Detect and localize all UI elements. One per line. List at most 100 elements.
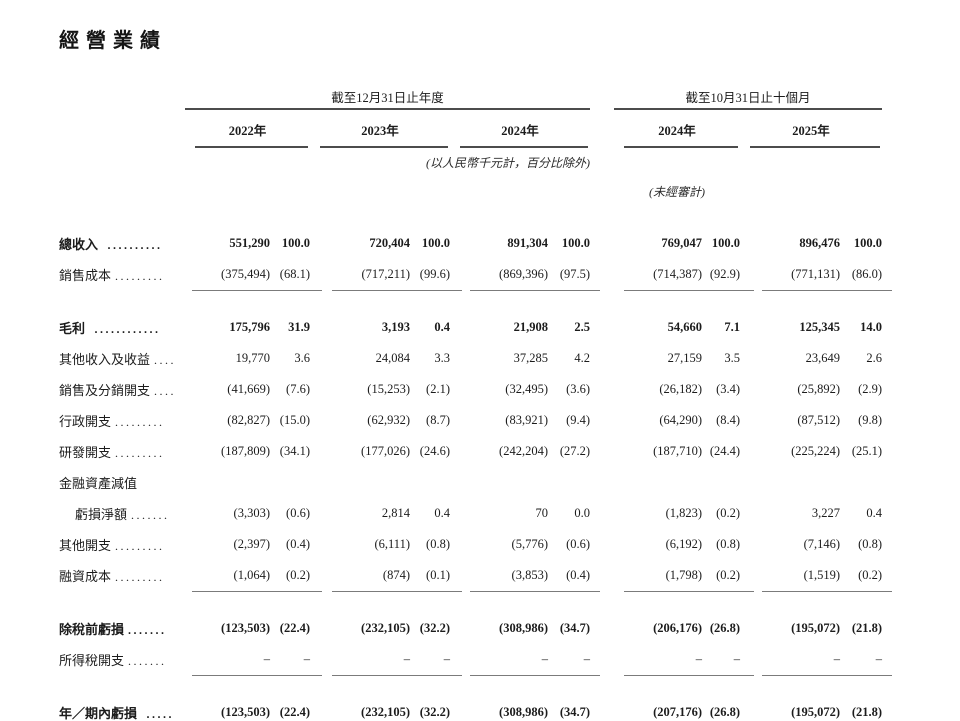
column-rule bbox=[548, 591, 600, 592]
amount-cell bbox=[450, 467, 548, 498]
percent-cell: 100.0 bbox=[561, 236, 591, 250]
row-label: 銷售成本......... bbox=[59, 259, 185, 290]
column-rule bbox=[332, 675, 410, 676]
group-spacer bbox=[590, 176, 614, 206]
row-label-text: 年／期內虧損 bbox=[59, 706, 138, 721]
empty-cell bbox=[59, 176, 185, 206]
amount-cell: (308,986) bbox=[499, 621, 548, 635]
amount-cell: 54,660 bbox=[667, 320, 703, 334]
year-label: 2024年 bbox=[501, 123, 539, 138]
year-header-10m-2025: 2025年 bbox=[740, 109, 882, 148]
percent-cell: 0.4 bbox=[866, 506, 883, 520]
percent-cell: (68.1) bbox=[279, 267, 310, 281]
percent-cell: (26.8) bbox=[709, 705, 741, 719]
percent-cell: (15.0) bbox=[279, 413, 310, 427]
amount-cell: (207,176) bbox=[653, 705, 703, 719]
column-rule bbox=[410, 290, 462, 291]
group-spacer bbox=[590, 467, 614, 498]
amount-cell: (375,494) bbox=[221, 267, 270, 281]
row-label: 毛利 ............ bbox=[59, 303, 185, 343]
amount-cell: 3,193 bbox=[381, 320, 410, 334]
percent-cell bbox=[270, 467, 310, 498]
year-underline bbox=[460, 146, 589, 148]
percent-cell: (27.2) bbox=[559, 444, 591, 458]
amount-cell: (6,192) bbox=[665, 537, 703, 551]
amount-cell: (7,146) bbox=[803, 537, 841, 551]
group-spacer bbox=[590, 436, 614, 467]
year-underline bbox=[624, 146, 739, 148]
amount-cell: (225,224) bbox=[791, 444, 841, 458]
percent-cell: (0.1) bbox=[426, 568, 450, 582]
column-rule bbox=[270, 591, 322, 592]
column-rule bbox=[702, 675, 755, 676]
row-label-text: 毛利 bbox=[59, 321, 86, 336]
rule-row bbox=[59, 675, 893, 688]
amount-cell: (32,495) bbox=[505, 382, 548, 396]
amount-cell: (64,290) bbox=[659, 413, 703, 427]
percent-cell: (22.4) bbox=[279, 705, 310, 719]
group-spacer bbox=[590, 303, 614, 343]
column-rule bbox=[470, 675, 548, 676]
year-label: 2024年 bbox=[658, 123, 696, 138]
amount-cell: (206,176) bbox=[653, 621, 703, 635]
rule-cell bbox=[740, 675, 841, 688]
percent-cell: 0.4 bbox=[434, 506, 450, 520]
column-rule bbox=[840, 591, 893, 592]
rule-cell bbox=[614, 675, 703, 688]
amount-cell: (25,892) bbox=[797, 382, 841, 396]
amount-cell: 891,304 bbox=[507, 236, 548, 250]
unaudited-note: (未經審計) bbox=[649, 184, 706, 199]
row-label-text: 所得稅開支 bbox=[59, 653, 125, 668]
amount-cell: (3,853) bbox=[511, 568, 548, 582]
table-row: 除稅前虧損....... (123,503) (22.4) (232,105) (32.… bbox=[59, 604, 882, 644]
amount-cell: (232,105) bbox=[361, 705, 410, 719]
empty-cell bbox=[614, 148, 882, 176]
column-rule bbox=[624, 675, 703, 676]
percent-cell: (3.6) bbox=[566, 382, 591, 396]
amount-cell: (26,182) bbox=[659, 382, 703, 396]
percent-cell bbox=[548, 467, 590, 498]
row-label: 除稅前虧損....... bbox=[59, 604, 185, 644]
percent-cell: (0.2) bbox=[716, 506, 741, 520]
table-row: 研發開支......... (187,809) (34.1) (177,026) (24… bbox=[59, 436, 882, 467]
group-spacer bbox=[590, 688, 614, 721]
amount-cell: (62,932) bbox=[367, 413, 410, 427]
group-spacer bbox=[590, 259, 614, 290]
empty-cell bbox=[59, 84, 185, 109]
percent-cell bbox=[702, 467, 740, 498]
rule-cell bbox=[548, 675, 600, 688]
amount-cell: 125,345 bbox=[799, 320, 841, 334]
dot-leader: ......... bbox=[115, 539, 165, 553]
amount-cell: (1,798) bbox=[665, 568, 703, 582]
percent-cell: (86.0) bbox=[851, 267, 883, 281]
row-label: 所得稅開支....... bbox=[59, 644, 185, 675]
group-spacer bbox=[590, 644, 614, 675]
rule-cell bbox=[548, 290, 600, 303]
column-rule bbox=[410, 591, 462, 592]
row-label: 年／期內虧損 ..... bbox=[59, 688, 185, 721]
column-rule bbox=[332, 290, 410, 291]
dot-leader: ....... bbox=[131, 508, 170, 522]
group-spacer bbox=[590, 84, 614, 109]
dot-leader: ....... bbox=[128, 654, 167, 668]
empty-cell bbox=[59, 591, 185, 604]
empty-cell bbox=[185, 176, 590, 206]
dot-leader: ..... bbox=[141, 707, 175, 721]
table-row: 毛利 ............ 175,796 31.9 3,193 0.4 21,908… bbox=[59, 303, 882, 343]
empty-cell bbox=[740, 176, 882, 206]
percent-cell: 7.1 bbox=[724, 320, 741, 334]
amount-cell: (1,519) bbox=[803, 568, 841, 582]
percent-cell: 100.0 bbox=[853, 236, 883, 250]
column-rule bbox=[702, 290, 755, 291]
column-rule bbox=[762, 675, 841, 676]
row-label: 研發開支......... bbox=[59, 436, 185, 467]
amount-cell: (714,387) bbox=[653, 267, 703, 281]
percent-cell: (0.8) bbox=[716, 537, 741, 551]
percent-cell: 14.0 bbox=[860, 320, 883, 334]
column-rule bbox=[192, 591, 270, 592]
amount-cell: (869,396) bbox=[499, 267, 548, 281]
rule-cell bbox=[410, 290, 462, 303]
percent-cell: (99.6) bbox=[419, 267, 450, 281]
row-label-text: 其他收入及收益 bbox=[59, 352, 151, 367]
